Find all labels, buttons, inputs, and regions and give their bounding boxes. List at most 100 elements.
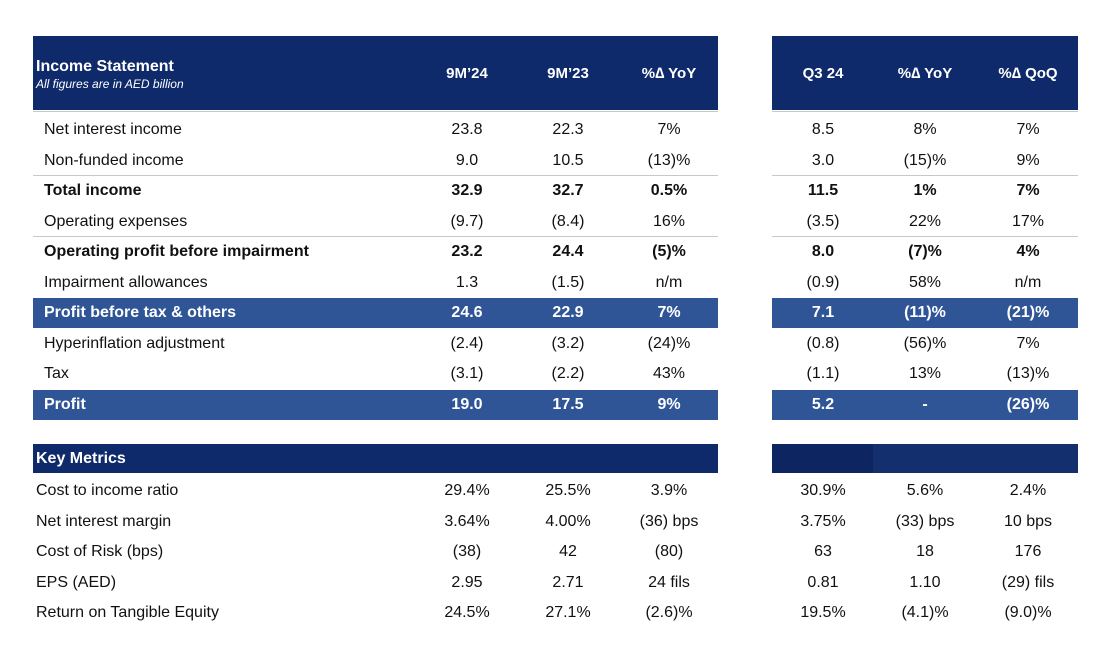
- cell-value: 19.5%: [800, 604, 846, 621]
- column-header: %∆ YoY: [641, 65, 697, 82]
- row-label: EPS (AED): [36, 573, 117, 591]
- cell-value: 0.5%: [650, 182, 688, 199]
- cell-value: 3.9%: [650, 482, 688, 499]
- cell-value: 22.3: [552, 121, 584, 138]
- cell-value: (4.1)%: [901, 604, 949, 621]
- cell-value: 29.4%: [444, 482, 490, 499]
- cell-value: (26)%: [1006, 395, 1050, 413]
- cell-value: 8.0: [811, 243, 835, 260]
- row-highlight: [33, 298, 718, 328]
- cell-value: (11)%: [904, 304, 946, 321]
- cell-value: 2.4%: [1009, 482, 1047, 499]
- cell-value: (3.1): [450, 365, 484, 382]
- cell-value: (56)%: [903, 334, 947, 352]
- separator: [772, 111, 1078, 112]
- cell-value: (5)%: [652, 243, 686, 260]
- separator: [33, 111, 718, 112]
- cell-value: (2.2): [551, 365, 585, 382]
- cell-value: 8%: [913, 121, 937, 138]
- row-label: Profit before tax & others: [44, 304, 237, 321]
- cell-value: n/m: [1014, 273, 1042, 291]
- cell-value: (2.4): [450, 334, 484, 352]
- cell-value: 32.9: [451, 182, 483, 199]
- cell-value: 13%: [908, 365, 942, 382]
- cell-value: 3.0: [811, 151, 835, 169]
- header-band: [772, 36, 1078, 110]
- cell-value: 3.75%: [800, 512, 846, 530]
- row-label: Tax: [44, 365, 69, 382]
- cell-value: 2.95: [451, 573, 483, 591]
- separator: [772, 175, 1078, 176]
- cell-value: 1.10: [909, 573, 941, 591]
- cell-value: 18: [916, 543, 934, 560]
- cell-value: 19.0: [451, 395, 483, 413]
- cell-value: (7)%: [908, 243, 942, 260]
- cell-value: (29) fils: [1001, 573, 1055, 591]
- cell-value: 7.1: [811, 304, 835, 321]
- cell-value: 23.2: [451, 243, 483, 260]
- metrics-band: [873, 444, 1078, 473]
- column-header: Q3 24: [802, 65, 844, 82]
- cell-value: (33) bps: [895, 512, 955, 530]
- row-label: Impairment allowances: [44, 273, 208, 291]
- row-label: Hyperinflation adjustment: [44, 334, 225, 352]
- row-label: Non-funded income: [44, 151, 184, 169]
- cell-value: 10 bps: [1003, 512, 1053, 530]
- row-highlight: [772, 298, 1078, 328]
- cell-value: 17%: [1011, 212, 1045, 230]
- cell-value: (21)%: [1006, 304, 1050, 321]
- cell-value: (13)%: [1006, 365, 1050, 382]
- cell-value: (9.0)%: [1004, 604, 1052, 621]
- row-highlight: [33, 389, 718, 420]
- cell-value: 17.5: [552, 395, 584, 413]
- metrics-band: [772, 444, 873, 473]
- cell-value: -: [922, 395, 928, 413]
- cell-value: 32.7: [552, 182, 584, 199]
- cell-value: (3.2): [551, 334, 585, 352]
- cell-value: 10.5: [552, 151, 584, 169]
- cell-value: 1%: [913, 182, 937, 199]
- cell-value: 23.8: [451, 121, 483, 138]
- cell-value: (0.9): [806, 273, 840, 291]
- cell-value: 4.00%: [545, 512, 591, 530]
- cell-value: (13)%: [647, 151, 691, 169]
- cell-value: (24)%: [647, 334, 691, 352]
- cell-value: 24.5%: [444, 604, 490, 621]
- cell-value: 24 fils: [648, 573, 690, 591]
- cell-value: (80): [654, 543, 684, 560]
- cell-value: (8.4): [551, 212, 585, 230]
- cell-value: (2.6)%: [645, 604, 693, 621]
- cell-value: 7%: [657, 304, 681, 321]
- cell-value: 5.6%: [906, 482, 944, 499]
- cell-value: (1.1): [806, 365, 840, 382]
- separator: [772, 236, 1078, 237]
- cell-value: 0.81: [807, 573, 839, 591]
- cell-value: 63: [814, 543, 832, 560]
- cell-value: 7%: [1016, 182, 1040, 199]
- cell-value: 30.9%: [800, 482, 846, 499]
- cell-value: 22%: [908, 212, 942, 230]
- row-highlight: [772, 389, 1078, 420]
- cell-value: 42: [559, 543, 577, 560]
- cell-value: 43%: [652, 365, 686, 382]
- metrics-band: [33, 444, 718, 473]
- cell-value: 1.3: [455, 273, 479, 291]
- cell-value: (0.8): [806, 334, 840, 352]
- cell-value: 5.2: [811, 395, 835, 413]
- cell-value: 16%: [652, 212, 686, 230]
- separator: [33, 175, 718, 176]
- cell-value: 24.6: [451, 304, 483, 321]
- separator: [33, 236, 718, 237]
- column-header: %∆ YoY: [897, 65, 953, 82]
- cell-value: (36) bps: [639, 512, 699, 530]
- cell-value: (9.7): [450, 212, 484, 230]
- cell-value: 3.64%: [444, 512, 490, 530]
- row-label: Return on Tangible Equity: [36, 604, 219, 621]
- table-title: Income Statement: [36, 58, 174, 75]
- cell-value: n/m: [655, 273, 683, 291]
- cell-value: 27.1%: [545, 604, 591, 621]
- cell-value: 176: [1014, 543, 1042, 560]
- cell-value: 8.5: [811, 121, 835, 138]
- cell-value: 7%: [1016, 334, 1040, 352]
- row-label: Net interest income: [44, 121, 182, 138]
